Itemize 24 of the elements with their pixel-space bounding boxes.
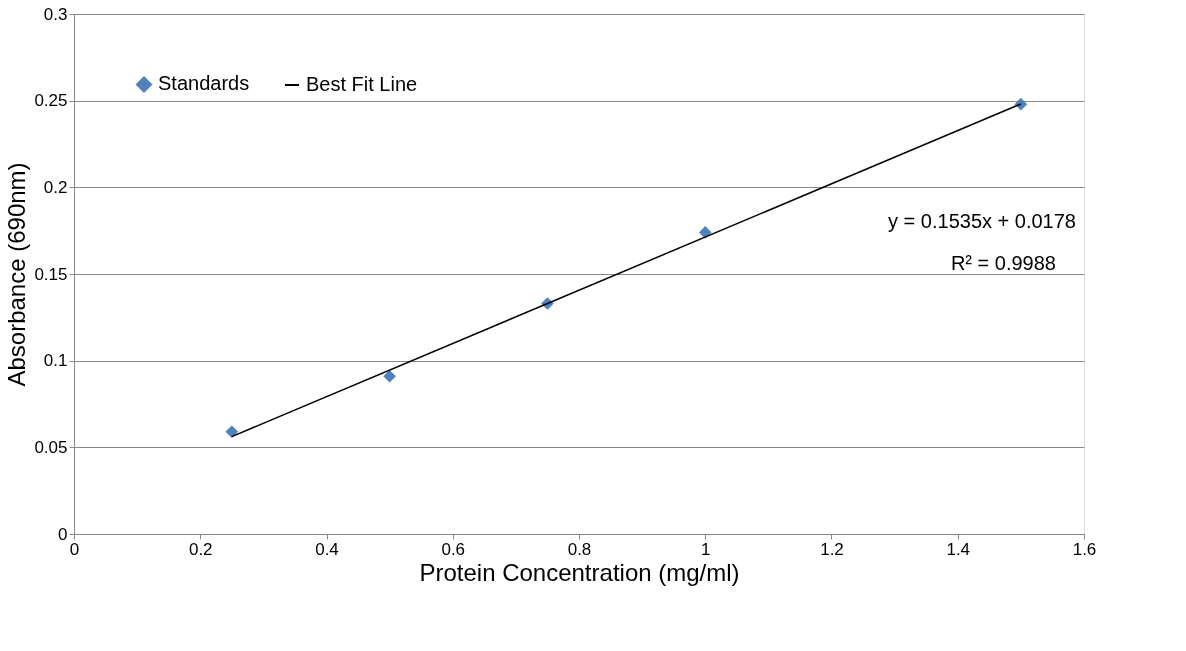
annotation: y = 0.1535x + 0.0178 <box>888 210 1076 232</box>
y-tick-label: 0.15 <box>34 264 68 284</box>
y-tick-label: 0.2 <box>43 177 68 197</box>
x-axis-title: Protein Concentration (mg/ml) <box>419 558 740 586</box>
y-tick-label: 0.25 <box>34 91 68 111</box>
point <box>225 425 239 439</box>
point <box>383 369 396 383</box>
y-tick-label: 0.3 <box>43 4 68 24</box>
y-tick-label: 0 <box>58 524 68 544</box>
x-tick-label: 1.2 <box>820 539 844 559</box>
point <box>698 226 712 239</box>
x-tick-label: 1 <box>701 539 711 559</box>
y-tick-label: 0.1 <box>43 351 68 371</box>
legend-label: Best Fit Line <box>306 73 418 95</box>
x-tick-label: 0.8 <box>567 539 592 559</box>
x-tick-label: 1.6 <box>1072 539 1097 559</box>
x-tick-label: 0.2 <box>188 539 213 559</box>
legend-label: Standards <box>158 72 250 95</box>
y-tick-label: 0.05 <box>34 437 68 457</box>
x-tick-label: 1.4 <box>946 539 971 559</box>
x-tick-label: 0.4 <box>315 539 339 559</box>
annotation: R² = 0.9988 <box>950 252 1056 274</box>
y-axis-title: Absorbance (690nm) <box>3 162 31 387</box>
x-tick-label: 0.6 <box>441 539 466 559</box>
